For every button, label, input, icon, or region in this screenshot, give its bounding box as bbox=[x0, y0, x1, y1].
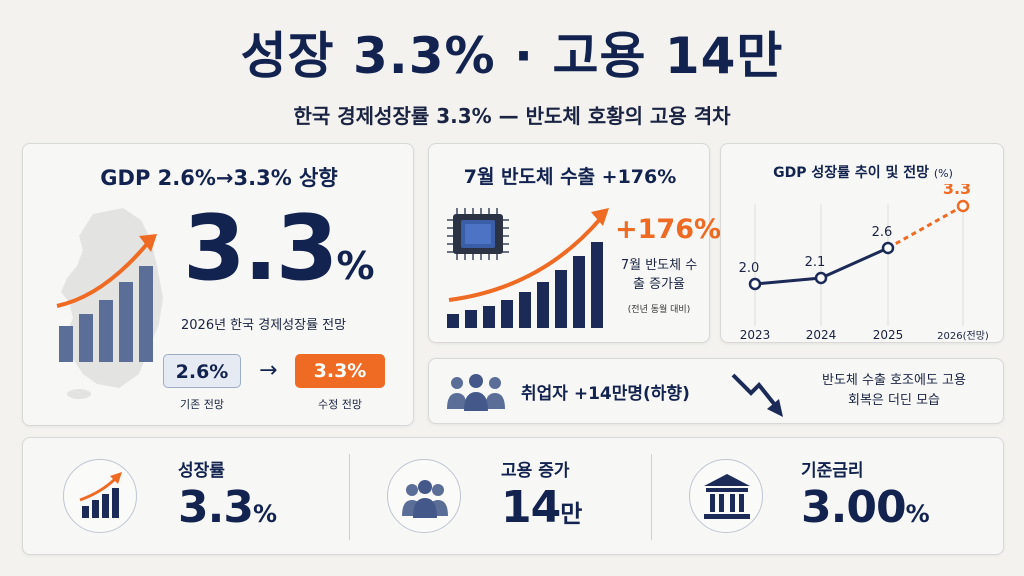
export-growth-note: (전년 동월 대비) bbox=[627, 305, 691, 315]
people-icon bbox=[447, 374, 505, 411]
data-label: 2.0 bbox=[739, 261, 760, 276]
gdp-revision-card: GDP 2.6%→3.3% 상향 3.3% 2026년 한국 경제성장률 전망 … bbox=[22, 143, 414, 426]
x-tick-label: 2023 bbox=[740, 328, 771, 342]
stat-rate-label: 기준금리 bbox=[801, 461, 864, 481]
korea-map-growth-icon bbox=[56, 208, 163, 399]
stat-employment-value: 14만 bbox=[501, 482, 583, 533]
subtitle: 한국 경제성장률 3.3% — 반도체 호황의 고용 격차 bbox=[293, 104, 731, 128]
bank-icon bbox=[689, 459, 763, 533]
stat-growth-value: 3.3% bbox=[178, 482, 277, 533]
revised-forecast-caption: 수정 전망 bbox=[318, 398, 362, 411]
x-tick-label: 2024 bbox=[806, 328, 837, 342]
stat-growth-label: 성장률 bbox=[178, 461, 225, 481]
series-forecast-line bbox=[887, 204, 964, 250]
arrow-right-icon: → bbox=[259, 358, 278, 383]
data-label: 2.6 bbox=[872, 225, 893, 240]
export-growth-label: 7월 반도체 수출 증가율 bbox=[620, 258, 698, 292]
semiconductor-chip-icon bbox=[447, 208, 509, 260]
main-title: 성장 3.3% · 고용 14만 bbox=[240, 27, 784, 85]
trend-chart-heading: GDP 성장률 추이 및 전망 (%) bbox=[773, 165, 953, 181]
data-label: 3.3 bbox=[943, 184, 971, 198]
data-point bbox=[814, 271, 828, 285]
stat-employment-label: 고용 증가 bbox=[501, 461, 570, 481]
trend-down-arrow-icon bbox=[731, 373, 783, 417]
stat-rate-value: 3.00% bbox=[801, 482, 930, 533]
previous-forecast-caption: 기존 전망 bbox=[180, 398, 224, 411]
gdp-line-chart: 2.0 2023 2.1 2024 2.6 2025 3.3 2026(전망) bbox=[739, 184, 989, 342]
employment-label: 취업자 +14만명(하향) bbox=[521, 384, 690, 404]
key-stats-strip: 성장률 3.3% 고용 증가 14만 기준금리 3.00% bbox=[22, 437, 1004, 555]
people-icon bbox=[387, 459, 461, 533]
data-point bbox=[956, 199, 970, 213]
x-tick-label: 2025 bbox=[873, 328, 904, 342]
semiconductor-export-card: 7월 반도체 수출 +176% +176% 7월 반도체 수출 증가율 (전년 … bbox=[428, 143, 721, 343]
gdp-big-value: 3.3% bbox=[183, 196, 375, 301]
revised-forecast-badge: 3.3% bbox=[295, 354, 385, 388]
divider bbox=[349, 454, 350, 540]
divider bbox=[651, 454, 652, 540]
export-growth-value: +176% bbox=[615, 214, 722, 245]
gdp-trend-chart-card: GDP 성장률 추이 및 전망 (%) 2.0 2023 2.1 2024 2.6 202… bbox=[720, 143, 1004, 343]
export-growth-bars-icon bbox=[447, 208, 609, 328]
x-tick-label: 2026(전망) bbox=[937, 330, 989, 342]
data-point bbox=[748, 277, 762, 291]
export-card-heading: 7월 반도체 수출 +176% bbox=[463, 166, 677, 188]
employment-card: 취업자 +14만명(하향) 반도체 수출 호조에도 고용 회복은 더딘 모습 bbox=[428, 358, 1004, 424]
gdp-description: 2026년 한국 경제성장률 전망 bbox=[181, 318, 347, 333]
data-label: 2.1 bbox=[805, 255, 826, 270]
employment-note: 반도체 수출 호조에도 고용 회복은 더딘 모습 bbox=[822, 373, 966, 408]
previous-forecast-badge: 2.6% bbox=[163, 354, 241, 388]
growth-chart-icon bbox=[63, 459, 137, 533]
data-point bbox=[881, 241, 895, 255]
gdp-card-heading: GDP 2.6%→3.3% 상향 bbox=[100, 166, 338, 190]
